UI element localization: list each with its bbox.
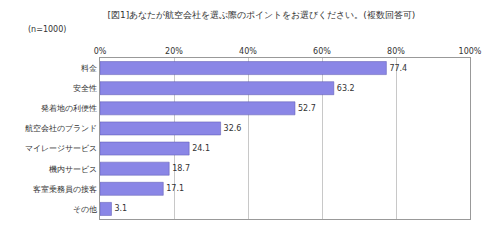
svg-text:発着地の利便性: 発着地の利便性 bbox=[41, 104, 97, 113]
svg-text:その他: その他 bbox=[73, 205, 97, 214]
svg-text:100%: 100% bbox=[459, 47, 482, 56]
svg-text:80%: 80% bbox=[387, 47, 405, 56]
svg-text:[図1]あなたが航空会社を選ぶ際のポイントをお選びください。: [図1]あなたが航空会社を選ぶ際のポイントをお選びください。(複数回答可) bbox=[107, 10, 415, 20]
svg-text:32.6: 32.6 bbox=[224, 124, 242, 133]
svg-text:3.1: 3.1 bbox=[114, 204, 127, 213]
svg-text:63.2: 63.2 bbox=[337, 84, 355, 93]
svg-text:18.7: 18.7 bbox=[172, 164, 190, 173]
svg-text:機内サービス: 機内サービス bbox=[49, 164, 97, 173]
svg-text:52.7: 52.7 bbox=[298, 104, 316, 113]
svg-text:40%: 40% bbox=[239, 47, 257, 56]
svg-text:24.1: 24.1 bbox=[192, 144, 210, 153]
svg-text:77.4: 77.4 bbox=[389, 64, 407, 73]
svg-text:料金: 料金 bbox=[81, 64, 97, 73]
svg-text:(n=1000): (n=1000) bbox=[28, 25, 66, 34]
svg-text:0%: 0% bbox=[94, 47, 107, 56]
svg-text:安全性: 安全性 bbox=[73, 84, 97, 93]
svg-text:60%: 60% bbox=[313, 47, 331, 56]
svg-text:客室乗務員の接客: 客室乗務員の接客 bbox=[33, 185, 97, 194]
svg-text:航空会社のブランド: 航空会社のブランド bbox=[25, 124, 97, 133]
svg-text:マイレージサービス: マイレージサービス bbox=[25, 144, 97, 153]
svg-text:20%: 20% bbox=[165, 47, 183, 56]
svg-text:17.1: 17.1 bbox=[166, 184, 184, 193]
